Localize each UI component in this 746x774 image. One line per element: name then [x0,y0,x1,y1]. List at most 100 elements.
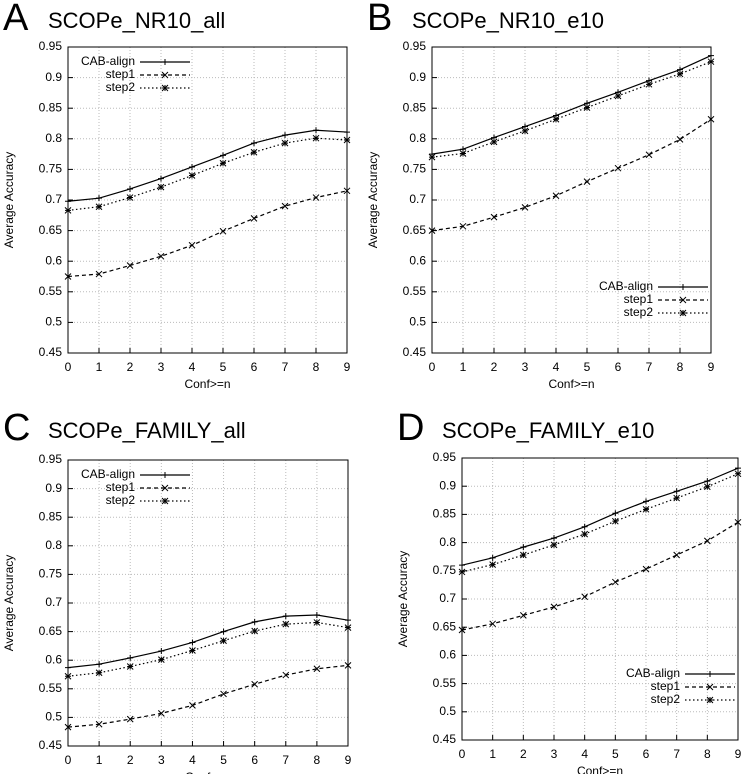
marker [459,562,465,569]
y-tick-label: 0.5 [45,315,62,329]
legend-label: step2 [651,692,681,706]
y-tick-label: 0.8 [439,535,456,549]
marker [95,669,103,677]
marker [161,497,169,505]
y-tick-label: 0.55 [39,681,63,695]
plot-frame [431,46,712,354]
marker [583,178,591,185]
legend-label: step1 [651,679,681,693]
y-tick-label: 0.75 [39,567,63,581]
y-tick-label: 0.5 [439,704,456,718]
y-tick-label: 0.7 [439,591,456,605]
y-tick-label: 0.7 [45,595,62,609]
marker [708,52,714,59]
x-tick-label: 1 [96,753,103,767]
marker [162,472,168,478]
series-line [67,129,348,202]
marker [519,612,527,619]
y-tick-label: 0.6 [45,253,62,267]
y-tick-label: 0.8 [45,538,62,552]
marker [344,624,352,631]
x-tick-label: 1 [460,360,467,374]
x-tick-label: 3 [158,753,165,767]
marker [161,484,169,492]
marker [96,661,103,668]
marker [428,227,436,234]
x-tick-label: 2 [127,360,134,374]
marker [313,127,319,134]
legend-label: step2 [106,493,136,507]
legend-label: CAB-align [81,54,135,68]
plot-frame [67,459,349,747]
y-tick-label: 0.75 [433,563,457,577]
marker [343,187,351,195]
marker [428,153,436,161]
marker [64,723,72,731]
marker [673,488,680,495]
y-tick-label: 0.5 [45,710,62,724]
y-tick-label: 0.45 [39,345,63,359]
marker [707,671,713,677]
marker [157,252,165,260]
marker [126,663,134,670]
marker [552,115,560,123]
panel-label: D [397,407,424,449]
chart-panel: D SCOPe_FAMILY_e10 0.45 0.5 0.55 0.6 0.65 0.7 0.… [396,407,741,774]
chart-title: SCOPe_FAMILY_e10 [442,418,654,443]
marker [703,537,711,545]
y-tick-label: 0.95 [39,39,63,53]
marker [520,544,527,551]
y-axis-label: Average Accuracy [2,555,16,652]
marker [281,202,289,210]
y-tick-label: 0.55 [39,284,63,298]
marker [679,296,687,304]
marker [344,129,350,136]
chart-panel: C SCOPe_FAMILY_all 0.45 0.5 0.55 0.6 0.65 0.7 0.… [2,407,351,774]
marker [521,203,529,211]
y-tick-label: 0.65 [39,624,63,638]
marker [188,172,196,179]
legend-label: step1 [106,480,136,494]
y-tick-label: 0.85 [39,100,63,114]
marker [614,164,622,172]
y-tick-label: 0.9 [409,70,426,84]
y-tick-label: 0.6 [45,652,62,666]
marker [490,213,498,221]
marker [490,138,498,146]
marker [735,465,741,472]
marker [704,478,711,485]
marker [282,671,290,679]
chart-panel: A SCOPe_NR10_all 0.45 0.5 0.55 0.6 0.65 0.7 0.75… [2,0,350,391]
marker [581,523,588,530]
x-tick-label: 9 [345,753,352,767]
marker [189,647,196,654]
y-tick-label: 0.6 [439,648,456,662]
marker [161,84,169,92]
x-tick-label: 0 [65,753,72,767]
y-tick-label: 0.9 [45,70,62,84]
x-tick-label: 4 [189,360,196,374]
marker [127,654,134,661]
marker [65,664,71,671]
marker [643,498,649,505]
x-axis-label: Conf>=n [185,770,231,774]
panel-label: C [3,407,30,449]
x-axis-label: Conf>=n [548,377,594,391]
marker [251,140,257,147]
marker [611,517,619,525]
marker [220,637,227,645]
y-axis-label: Average Accuracy [2,152,16,249]
marker [250,215,258,222]
marker [188,241,196,249]
marker [64,273,72,280]
marker [583,104,591,111]
marker [189,702,196,709]
y-tick-label: 0.7 [45,192,62,206]
x-tick-label: 0 [429,360,436,374]
marker [251,680,259,688]
marker [645,80,653,88]
x-tick-label: 7 [646,360,653,374]
marker [581,593,589,601]
marker [680,284,686,290]
series-line [461,473,739,573]
